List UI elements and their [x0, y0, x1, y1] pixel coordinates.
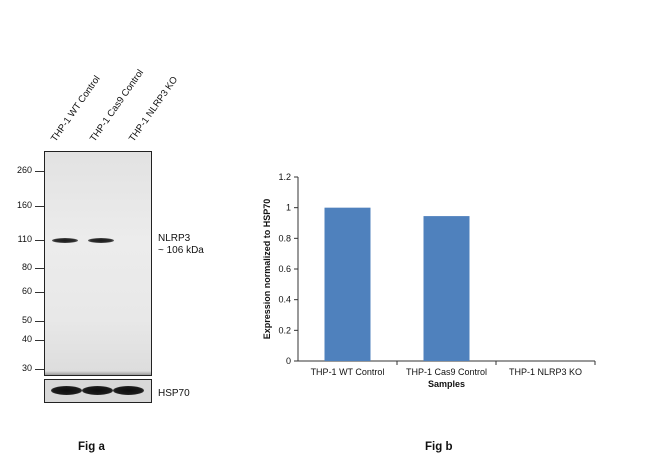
mw-marker-260: 260: [16, 165, 32, 175]
mw-tick-60: [35, 292, 45, 293]
mw-marker-40: 40: [21, 334, 32, 344]
fig-a-caption: Fig a: [78, 441, 105, 453]
hsp70-band-ko: [113, 386, 144, 395]
y-tick-label: 0.6: [278, 264, 291, 274]
mw-marker-110: 110: [17, 234, 32, 244]
mw-marker-60: 60: [21, 286, 32, 296]
mw-tick-110: [35, 240, 45, 241]
loading-control-label: HSP70: [158, 388, 190, 399]
hsp70-band-cas9: [82, 386, 113, 395]
blot-hsp70: [44, 379, 152, 403]
nlrp3-band-wt: [52, 238, 78, 243]
y-tick-label: 1.2: [278, 172, 291, 182]
x-tick-label: THP-1 WT Control: [311, 367, 385, 377]
mw-tick-260: [35, 171, 45, 172]
mw-tick-50: [35, 321, 45, 322]
target-label: NLRP3 ~ 106 kDa: [158, 233, 204, 257]
target-label-size: ~ 106 kDa: [158, 245, 204, 256]
mw-tick-80: [35, 268, 45, 269]
mw-tick-40: [35, 340, 45, 341]
blot-main: [44, 151, 152, 376]
y-tick-label: 1: [286, 203, 291, 213]
y-axis-title: Expression normalized to HSP70: [262, 199, 272, 340]
fig-b-caption: Fig b: [425, 441, 453, 453]
mw-marker-30: 30: [21, 363, 32, 373]
y-tick-label: 0: [286, 356, 291, 366]
x-tick-label: THP-1 NLRP3 KO: [509, 367, 582, 377]
x-tick-label: THP-1 Cas9 Control: [406, 367, 487, 377]
mw-marker-50: 50: [21, 315, 32, 325]
y-tick-label: 0.2: [278, 325, 291, 335]
mw-marker-80: 80: [21, 262, 32, 272]
mw-tick-160: [35, 206, 45, 207]
y-tick-label: 0.4: [278, 295, 291, 305]
blot-bottom-shadow: [45, 371, 151, 375]
x-axis-title: Samples: [428, 379, 465, 389]
target-label-name: NLRP3: [158, 233, 191, 244]
mw-marker-160: 160: [16, 200, 32, 210]
bar: [324, 207, 371, 361]
bar: [423, 216, 470, 361]
mw-tick-30: [35, 369, 45, 370]
nlrp3-band-cas9: [88, 238, 114, 243]
y-tick-label: 0.8: [278, 233, 291, 243]
hsp70-band-wt: [51, 386, 82, 395]
